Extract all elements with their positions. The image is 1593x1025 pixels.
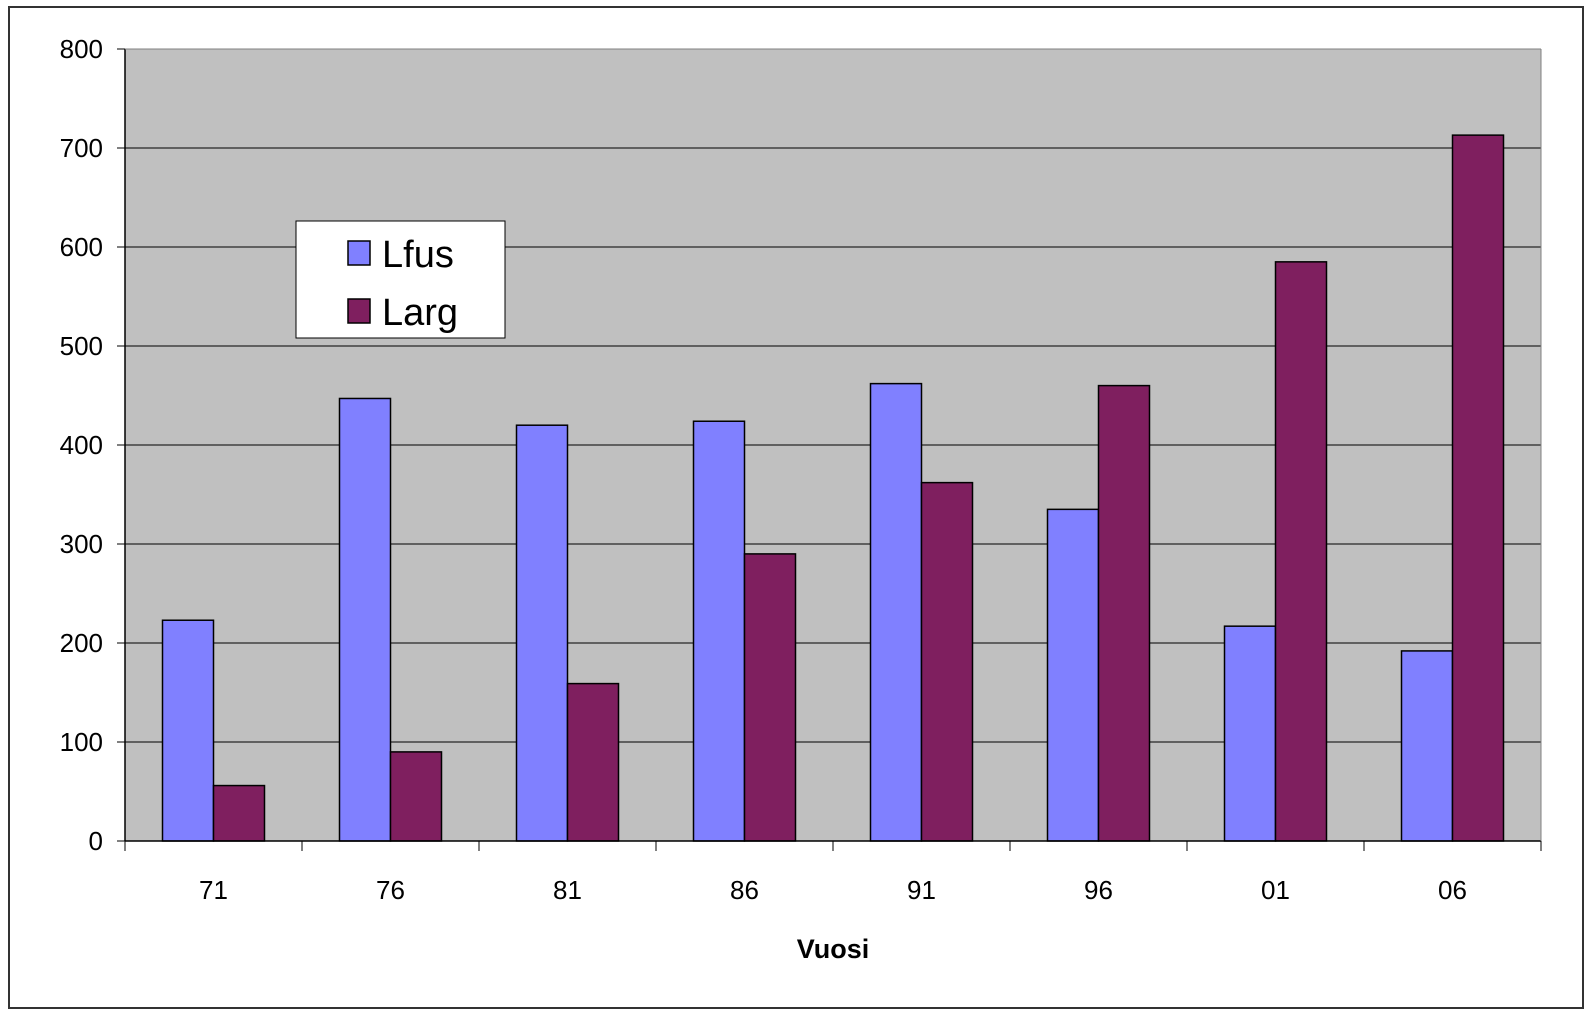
legend-label-larg: Larg [382, 292, 458, 334]
bar-larg-81 [566, 682, 620, 842]
bar-lfus-81 [515, 424, 569, 842]
y-tick-label-700: 700 [60, 133, 103, 163]
bar-chart: 0 100 200 300 400 500 600 700 800 71 76 81 86 91 96 01 0… [60, 34, 1542, 964]
x-tick-label-01: 01 [1261, 875, 1290, 905]
y-tick-label-0: 0 [89, 826, 103, 856]
bar-lfus-91 [869, 382, 923, 842]
legend-label-lfus: Lfus [382, 234, 454, 276]
bar-lfus-76 [338, 397, 392, 842]
x-axis-title: Vuosi [797, 934, 870, 964]
x-tick-label-91: 91 [907, 875, 936, 905]
x-tick-label-86: 86 [730, 875, 759, 905]
legend-swatch-larg [347, 298, 371, 324]
y-tick-label-800: 800 [60, 34, 103, 64]
chart-frame: 0 100 200 300 400 500 600 700 800 71 76 81 86 91 96 01 0… [8, 6, 1584, 1009]
bar-larg-76 [389, 751, 443, 842]
y-tick-label-300: 300 [60, 529, 103, 559]
bar-larg-71 [212, 784, 266, 842]
y-tick-label-600: 600 [60, 232, 103, 262]
x-tick-label-76: 76 [376, 875, 405, 905]
bar-lfus-06 [1400, 650, 1454, 842]
legend-box [295, 220, 506, 339]
x-tick-label-71: 71 [199, 875, 228, 905]
bar-larg-86 [743, 553, 797, 842]
bar-lfus-96 [1046, 508, 1100, 842]
y-tick-label-500: 500 [60, 331, 103, 361]
y-tick-label-200: 200 [60, 628, 103, 658]
bar-larg-96 [1097, 384, 1151, 842]
bar-larg-06 [1451, 134, 1505, 842]
bar-lfus-71 [161, 619, 215, 842]
legend-swatch-lfus [347, 240, 371, 266]
x-tick-label-96: 96 [1084, 875, 1113, 905]
bar-larg-01 [1274, 261, 1328, 842]
y-tick-label-100: 100 [60, 727, 103, 757]
x-tick-label-06: 06 [1438, 875, 1467, 905]
bar-larg-91 [920, 481, 974, 842]
bar-lfus-86 [692, 420, 746, 842]
legend: Lfus Larg [295, 220, 506, 339]
y-tick-label-400: 400 [60, 430, 103, 460]
x-tick-label-81: 81 [553, 875, 582, 905]
bar-lfus-01 [1223, 625, 1277, 842]
